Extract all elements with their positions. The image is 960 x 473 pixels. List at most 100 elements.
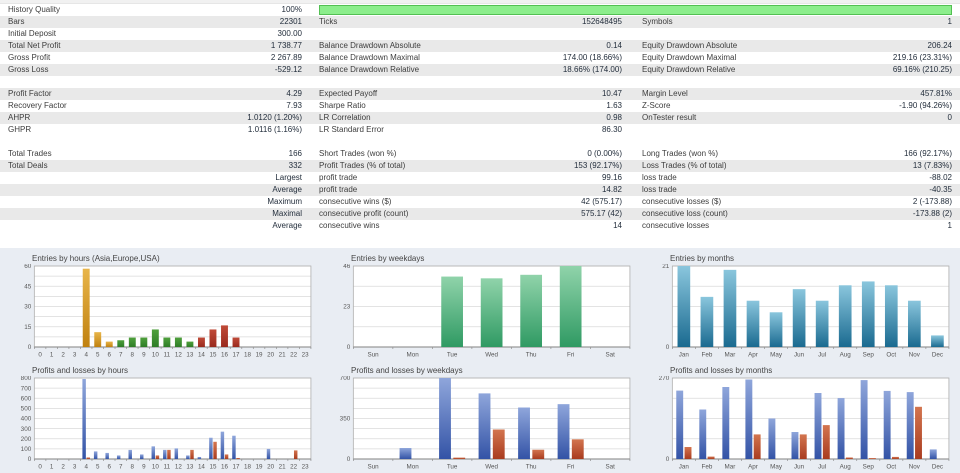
bar (861, 281, 875, 347)
stat-value: Average (272, 185, 302, 194)
bar (439, 378, 451, 459)
stat-label: loss trade (642, 173, 677, 182)
section-gap (0, 76, 960, 88)
bar (480, 278, 503, 347)
y-axis-tick-label: 800 (21, 376, 32, 382)
x-axis-tick-label: Jan (679, 352, 690, 359)
report-row: Total Net Profit 1 738.77 Balance Drawdown… (0, 40, 960, 52)
stat-label: profit trade (319, 185, 358, 194)
bar (128, 337, 136, 347)
chart-entries-by-hours: Entries by hours (Asia,Europe,USA) 0 15 30 4… (8, 253, 317, 361)
report-row: Recovery Factor 7.93 Sharpe Ratio 1.63 Z-Sco… (0, 100, 960, 112)
stat-label: loss trade (642, 185, 677, 194)
y-axis-tick-label: 0 (666, 456, 670, 463)
bar (723, 269, 737, 347)
stat-value: 7.93 (286, 101, 302, 110)
x-axis-tick-label: 12 (175, 352, 183, 359)
x-axis-tick-label: 23 (302, 464, 310, 471)
bar (745, 379, 753, 459)
bar (128, 449, 132, 459)
x-axis-tick-label: Sep (863, 464, 875, 471)
x-axis-tick-label: 20 (267, 352, 275, 359)
x-axis-tick-label: 9 (142, 352, 146, 359)
stat-value: Maximal (272, 209, 302, 218)
stat-label: Loss Trades (% of total) (642, 161, 727, 170)
x-axis-tick-label: Feb (702, 352, 713, 359)
bar (167, 449, 171, 459)
x-axis-tick-label: 18 (244, 352, 252, 359)
stat-value: 332 (288, 161, 302, 170)
bar (82, 268, 90, 347)
x-axis-tick-label: 18 (244, 464, 252, 471)
stat-label: Sharpe Ratio (319, 101, 366, 110)
bar (266, 448, 271, 459)
report-row: Initial Deposit 300.00 (0, 28, 960, 40)
stat-label: GHPR (8, 125, 32, 134)
stat-value: 0 (947, 113, 952, 122)
bar (197, 456, 202, 459)
y-axis-tick-label: 270 (659, 376, 670, 382)
x-axis-tick-label: Wed (485, 464, 498, 471)
report-row: Total Deals 332 Profit Trades (% of total)… (0, 160, 960, 172)
chart-canvas: 0 21 Jan Feb Mar Apr May Jun Jul Aug Sep Oct Nov Dec (662, 264, 950, 359)
bar (768, 418, 776, 459)
stat-value: 0.14 (606, 41, 622, 50)
x-axis-tick-label: 16 (221, 352, 229, 359)
y-axis-tick-label: 700 (340, 376, 351, 382)
x-axis-tick-label: Oct (886, 352, 896, 359)
bar (478, 393, 491, 459)
stat-label: Margin Level (642, 89, 688, 98)
bar (884, 285, 898, 347)
x-axis-tick-label: 8 (131, 352, 135, 359)
report-row: AHPR 1.0120 (1.20%) LR Correlation 0.98 OnTe… (0, 112, 960, 124)
x-axis-tick-label: 17 (233, 352, 241, 359)
window-edge-strip (0, 0, 960, 4)
bar (915, 406, 922, 459)
bar (557, 404, 570, 459)
stat-label: consecutive losses (642, 221, 710, 230)
x-axis-tick-label: Jun (794, 464, 805, 471)
x-axis-tick-label: 8 (131, 464, 135, 471)
y-axis-tick-label: 500 (21, 406, 32, 413)
chart-entries-by-weekdays: Entries by weekdays 0 23 46 Sun Mon Tue Wed Thu F… (327, 253, 636, 361)
bar (441, 276, 463, 347)
x-axis-tick-label: 0 (38, 352, 42, 359)
bar (236, 457, 240, 459)
bar (753, 434, 761, 459)
stat-value: 42 (575.17) (581, 197, 622, 206)
x-axis-tick-label: 7 (119, 352, 123, 359)
report-row: Maximum consecutive wins ($) 42 (575.17) co… (0, 196, 960, 208)
stat-label: Total Net Profit (8, 41, 61, 50)
y-axis-tick-label: 200 (21, 436, 32, 443)
bar (814, 393, 822, 459)
bar (105, 341, 113, 347)
bar (209, 329, 217, 347)
chart-pl-by-hours: Profits and losses by hours 0 100 200 300 400… (8, 365, 317, 473)
x-axis-tick-label: Wed (485, 352, 498, 359)
bar (931, 335, 944, 347)
x-axis-tick-label: Jul (818, 464, 826, 471)
y-axis-tick-label: 400 (21, 416, 32, 423)
stat-value: 86.30 (601, 125, 622, 134)
stat-value: 13 (7.83%) (912, 161, 952, 170)
stat-label: Profit Trades (% of total) (319, 161, 406, 170)
bar (906, 392, 914, 459)
bar (676, 390, 684, 459)
bar (232, 337, 240, 347)
report-charts-grid: Entries by hours (Asia,Europe,USA) 0 15 30 4… (0, 248, 960, 473)
stat-value: 100% (281, 5, 302, 14)
bar (769, 312, 783, 347)
bar (213, 441, 217, 459)
stat-value: 219.16 (23.31%) (892, 53, 952, 62)
x-axis-tick-label: Tue (447, 352, 458, 359)
bar (86, 457, 91, 459)
stat-value: 14.82 (601, 185, 622, 194)
stat-value: 300.00 (277, 29, 302, 38)
stat-value: 153 (92.17%) (573, 161, 622, 170)
x-axis-tick-label: 0 (38, 464, 42, 471)
x-axis-tick-label: Mar (725, 352, 736, 359)
chart-title: Entries by hours (Asia,Europe,USA) (32, 254, 160, 263)
bar (520, 274, 543, 347)
bar (860, 380, 868, 459)
bar (140, 454, 144, 459)
